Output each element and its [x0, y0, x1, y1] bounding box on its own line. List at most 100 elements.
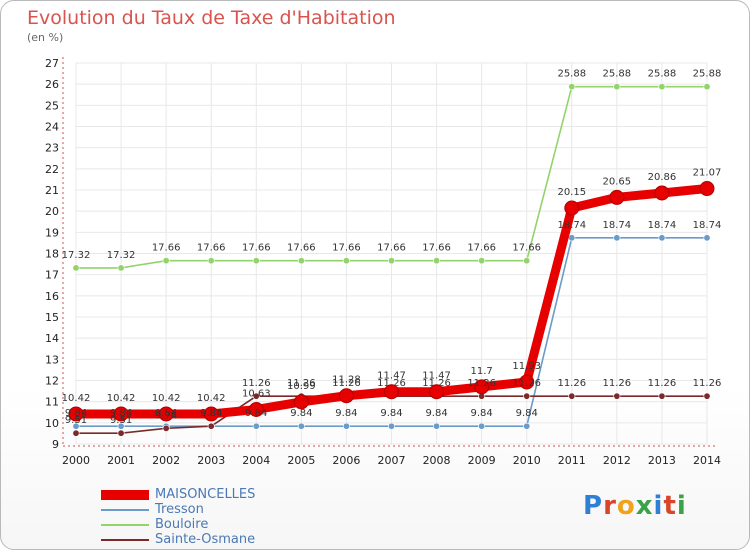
data-label-sainte-osmane: 11.26	[603, 378, 632, 389]
data-label-tresson: 9.84	[200, 408, 222, 419]
data-label-bouloire: 17.66	[287, 243, 316, 254]
y-tick-label: 13	[45, 353, 59, 366]
legend: MAISONCELLES Tresson Bouloire Sainte-Osm…	[101, 487, 361, 547]
data-label-maisoncelles: 21.07	[693, 168, 722, 179]
data-label-maisoncelles: 11.7	[471, 366, 493, 377]
data-point-tresson	[342, 422, 350, 430]
data-point-maisoncelles	[203, 406, 219, 422]
x-tick-label: 2006	[332, 454, 360, 467]
x-tick-label: 2003	[197, 454, 225, 467]
data-label-maisoncelles: 10.99	[287, 381, 316, 392]
data-point-maisoncelles	[654, 185, 670, 201]
data-label-bouloire: 17.66	[152, 243, 181, 254]
data-point-tresson	[297, 422, 305, 430]
data-label-tresson: 9.84	[471, 408, 493, 419]
x-tick-label: 2014	[693, 454, 721, 467]
logo-letter: r	[603, 491, 617, 521]
data-label-maisoncelles: 10.42	[62, 393, 91, 404]
data-point-bouloire	[523, 257, 531, 265]
data-point-bouloire	[433, 257, 441, 265]
data-label-sainte-osmane: 9.84	[200, 408, 222, 419]
legend-item-tresson[interactable]: Tresson	[101, 502, 361, 517]
legend-item-maisoncelles[interactable]: MAISONCELLES	[101, 487, 361, 502]
data-label-maisoncelles: 11.93	[512, 361, 541, 372]
data-label-tresson: 18.74	[648, 220, 677, 231]
logo-letter: i	[676, 491, 687, 521]
data-label-sainte-osmane: 9.74	[155, 410, 177, 421]
x-tick-label: 2000	[62, 454, 90, 467]
data-point-tresson	[478, 422, 486, 430]
legend-item-sainte-osmane[interactable]: Sainte-Osmane	[101, 532, 361, 547]
data-point-sainte-osmane	[703, 392, 711, 400]
x-tick-label: 2005	[287, 454, 315, 467]
data-label-tresson: 9.84	[155, 408, 177, 419]
data-point-tresson	[523, 422, 531, 430]
data-point-maisoncelles	[699, 181, 715, 197]
x-tick-label: 2009	[468, 454, 496, 467]
y-tick-label: 21	[45, 184, 59, 197]
data-label-bouloire: 17.66	[197, 243, 226, 254]
y-tick-label: 23	[45, 142, 59, 155]
data-point-bouloire	[387, 257, 395, 265]
data-label-sainte-osmane: 9.51	[110, 415, 132, 426]
x-tick-label: 2013	[648, 454, 676, 467]
data-label-maisoncelles: 20.65	[603, 176, 632, 187]
legend-label: Sainte-Osmane	[155, 532, 256, 547]
data-label-bouloire: 17.66	[377, 243, 406, 254]
data-label-bouloire: 25.88	[693, 69, 722, 80]
data-label-tresson: 9.84	[110, 408, 132, 419]
logo-letter: o	[616, 491, 636, 521]
data-point-maisoncelles	[248, 401, 264, 417]
data-label-tresson: 9.84	[245, 408, 267, 419]
data-label-bouloire: 25.88	[603, 69, 632, 80]
data-label-bouloire: 17.66	[512, 243, 541, 254]
data-point-maisoncelles	[609, 189, 625, 205]
x-tick-label: 2001	[107, 454, 135, 467]
data-label-maisoncelles: 10.42	[197, 393, 226, 404]
data-label-bouloire: 25.88	[648, 69, 677, 80]
data-label-tresson: 9.84	[380, 408, 402, 419]
data-point-tresson	[252, 422, 260, 430]
data-point-maisoncelles	[384, 384, 399, 400]
data-label-tresson: 9.84	[65, 408, 87, 419]
logo-letter: x	[635, 491, 654, 521]
data-point-tresson	[658, 234, 666, 242]
data-point-bouloire	[568, 83, 576, 91]
data-point-tresson	[613, 234, 621, 242]
data-label-maisoncelles: 10.42	[107, 393, 136, 404]
legend-swatch-tresson	[101, 509, 149, 511]
data-point-tresson	[72, 422, 80, 430]
data-point-sainte-osmane	[252, 392, 260, 400]
data-label-sainte-osmane: 11.26	[332, 378, 361, 389]
x-tick-label: 2002	[152, 454, 180, 467]
data-label-tresson: 9.84	[290, 408, 312, 419]
y-tick-label: 9	[52, 438, 59, 451]
data-point-sainte-osmane	[613, 392, 621, 400]
proxiti-logo: Proxiti	[583, 491, 687, 521]
data-point-bouloire	[478, 257, 486, 265]
legend-item-bouloire[interactable]: Bouloire	[101, 517, 361, 532]
y-tick-label: 22	[45, 163, 59, 176]
x-tick-label: 2007	[378, 454, 406, 467]
data-label-tresson: 18.74	[603, 220, 632, 231]
data-label-sainte-osmane: 11.26	[557, 378, 586, 389]
data-label-bouloire: 17.32	[62, 250, 91, 261]
data-label-sainte-osmane: 11.26	[287, 378, 316, 389]
data-label-sainte-osmane: 11.26	[512, 378, 541, 389]
x-tick-label: 2012	[603, 454, 631, 467]
data-label-sainte-osmane: 11.26	[242, 378, 271, 389]
data-point-sainte-osmane	[523, 392, 531, 400]
data-point-maisoncelles	[293, 394, 309, 410]
x-tick-label: 2008	[423, 454, 451, 467]
logo-letter: P	[583, 491, 604, 521]
data-label-tresson: 18.74	[557, 220, 586, 231]
data-label-sainte-osmane: 11.26	[467, 378, 496, 389]
data-label-sainte-osmane: 11.26	[377, 378, 406, 389]
legend-label: Tresson	[155, 502, 204, 517]
legend-label: Bouloire	[155, 517, 209, 532]
data-point-bouloire	[703, 83, 711, 91]
data-point-maisoncelles	[564, 200, 580, 216]
data-point-tresson	[568, 234, 576, 242]
y-tick-label: 17	[45, 269, 59, 282]
